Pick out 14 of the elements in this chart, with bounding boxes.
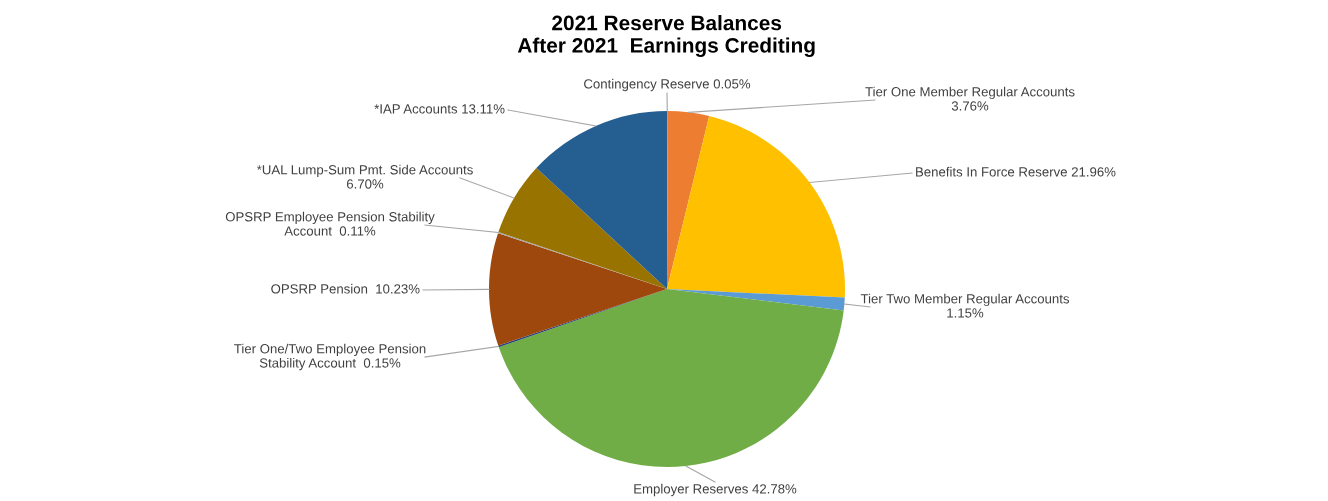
slice-label: Tier One/Two Employee Pension Stability Account 0.15% xyxy=(234,343,426,371)
data-label: 3.76% xyxy=(951,101,989,111)
slice-label: Benefits In Force Reserve 21.96% xyxy=(916,166,1116,177)
slice-label: Employer Reserves 42.78% xyxy=(634,483,797,497)
slice-label: *IAP Accounts 13.11% xyxy=(374,104,505,114)
data-label: 1.15% xyxy=(947,308,984,318)
slice-label: *UAL Lump-Sum Pmt. Side Accounts xyxy=(256,164,473,178)
slice-label: Tier Two Member Regular Accounts xyxy=(860,293,1070,307)
slice-label: OPSRP Employee Pension Stability Account 0.11% xyxy=(225,211,435,236)
slice-label: Tier One Member Regular Accounts xyxy=(865,86,1075,100)
data-label: 6.70% xyxy=(346,179,384,189)
chart-title: 2021 Reserve Balances After 2021 Earnings Crediting xyxy=(517,15,815,57)
slice-label: OPSRP Pension 10.23% xyxy=(271,283,420,294)
slice-label: Contingency Reserve 0.05% xyxy=(584,78,751,92)
